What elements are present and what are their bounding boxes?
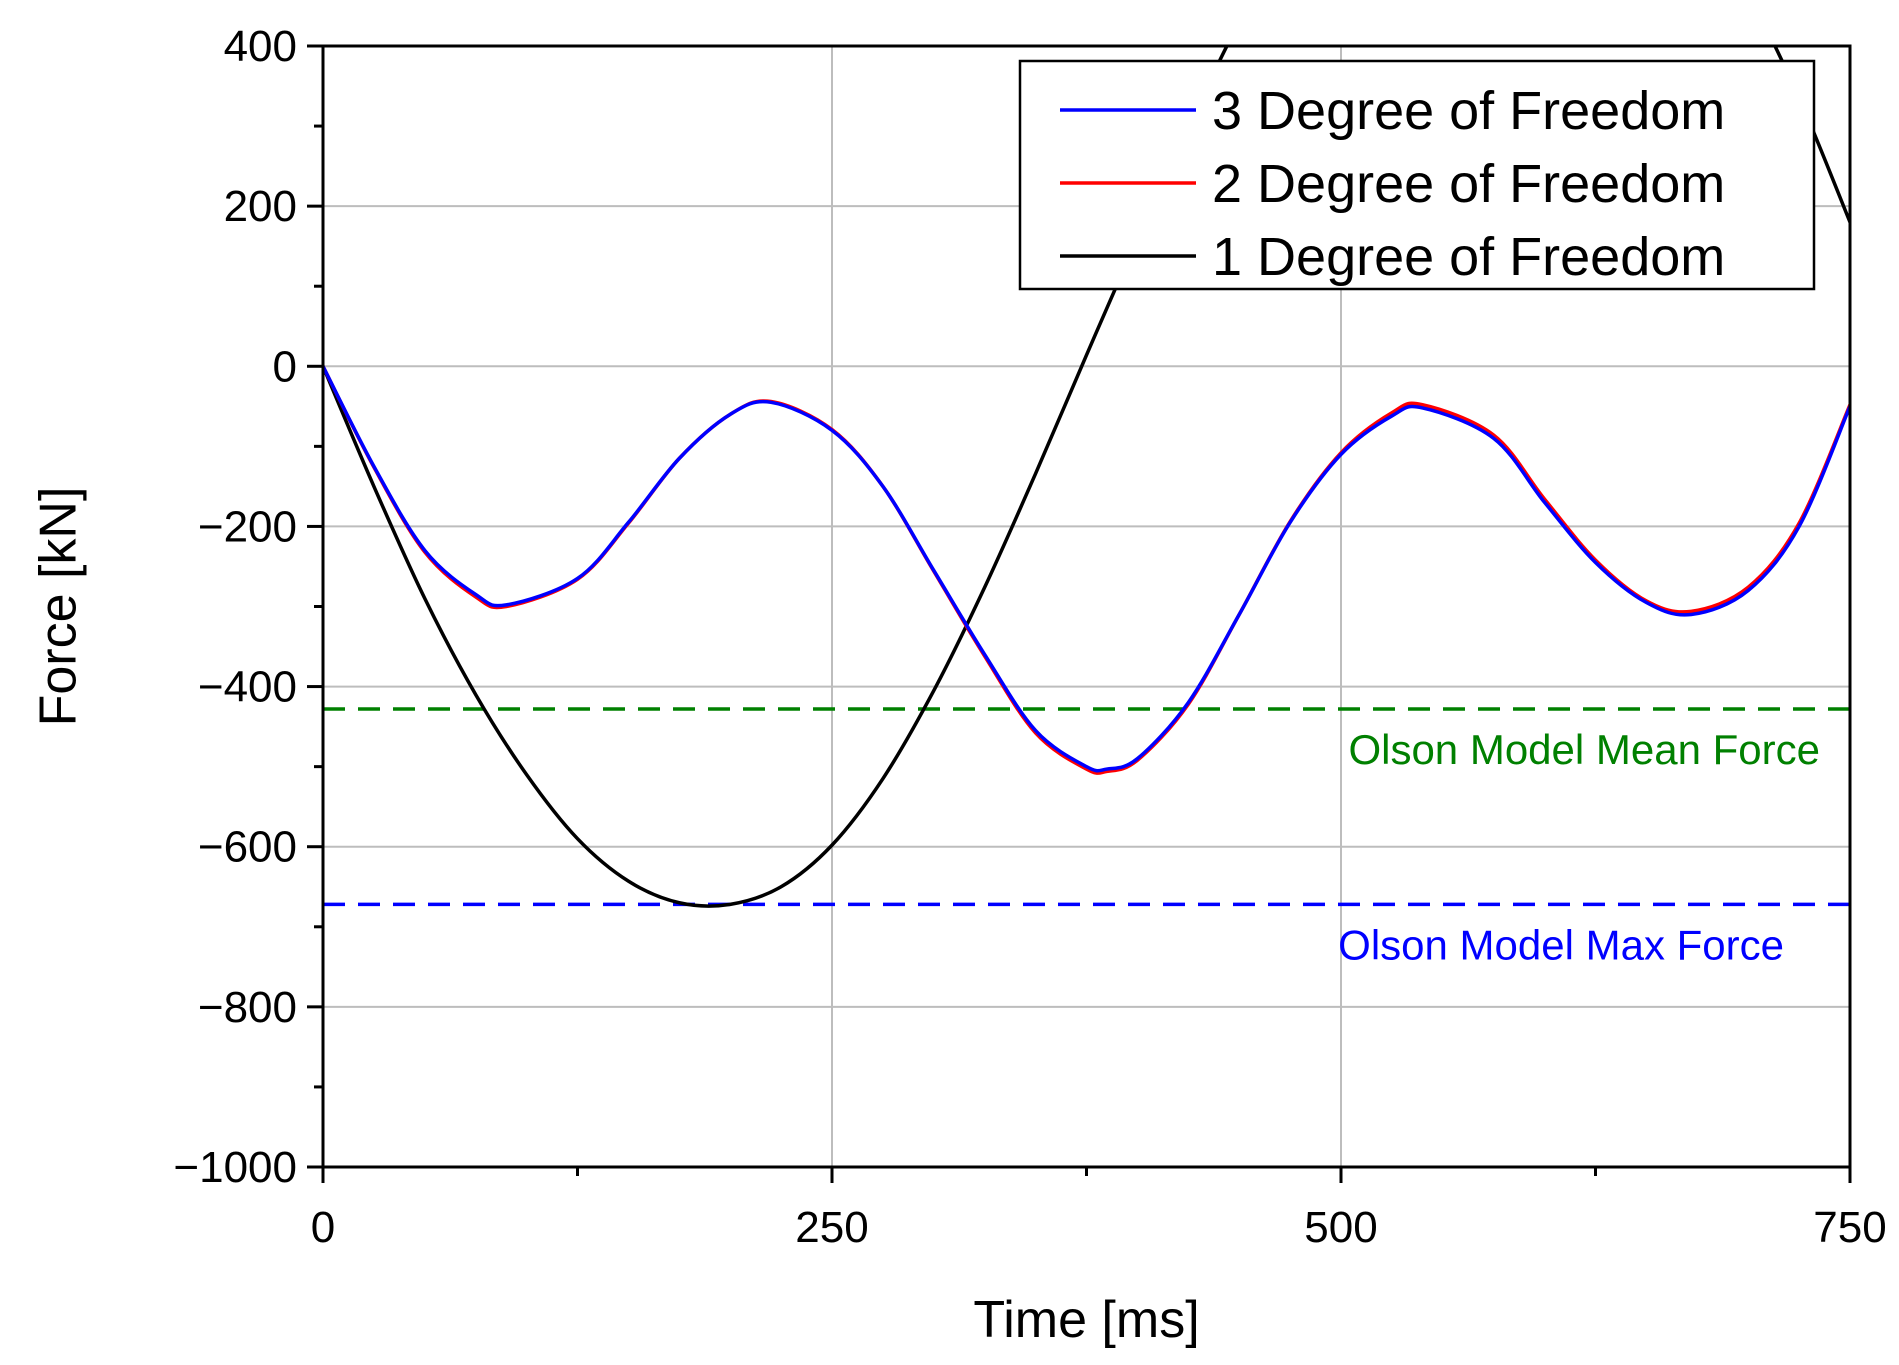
series-line <box>323 46 1850 908</box>
y-tick-label: −1000 <box>173 1143 297 1192</box>
tick-labels: 400 200 0 −200 −400 −600 −800 −1000 0 250 500 750 <box>173 22 1886 1252</box>
y-tick-label: −400 <box>198 663 297 712</box>
y-tick-label: −200 <box>198 502 297 551</box>
series-lines <box>323 46 1850 908</box>
x-tick-label: 250 <box>795 1203 868 1252</box>
axis-ticks <box>307 44 1852 1183</box>
y-tick-label: 400 <box>224 22 297 71</box>
x-tick-label: 0 <box>311 1203 335 1252</box>
reference-line-label: Olson Model Mean Force <box>1348 726 1820 773</box>
legend-label: 3 Degree of Freedom <box>1212 81 1725 141</box>
y-tick-label: −600 <box>198 823 297 872</box>
reference-lines <box>323 707 1850 907</box>
y-tick-label: 200 <box>224 182 297 231</box>
x-tick-label: 750 <box>1813 1203 1886 1252</box>
reference-line-labels: Olson Model Mean Force Olson Model Max Fo… <box>1338 726 1820 968</box>
x-axis-title: Time [ms] <box>973 1291 1199 1349</box>
legend-label: 1 Degree of Freedom <box>1212 227 1725 287</box>
y-tick-label: 0 <box>273 342 297 391</box>
x-tick-label: 500 <box>1304 1203 1377 1252</box>
legend-label: 2 Degree of Freedom <box>1212 154 1725 214</box>
legend-box <box>1018 59 1816 291</box>
reference-line-label: Olson Model Max Force <box>1338 921 1784 968</box>
y-tick-label: −800 <box>198 983 297 1032</box>
series-line <box>323 365 1850 773</box>
legend: 3 Degree of Freedom 2 Degree of Freedom 1 … <box>1018 59 1816 291</box>
y-axis-title: Force [kN] <box>30 487 88 727</box>
